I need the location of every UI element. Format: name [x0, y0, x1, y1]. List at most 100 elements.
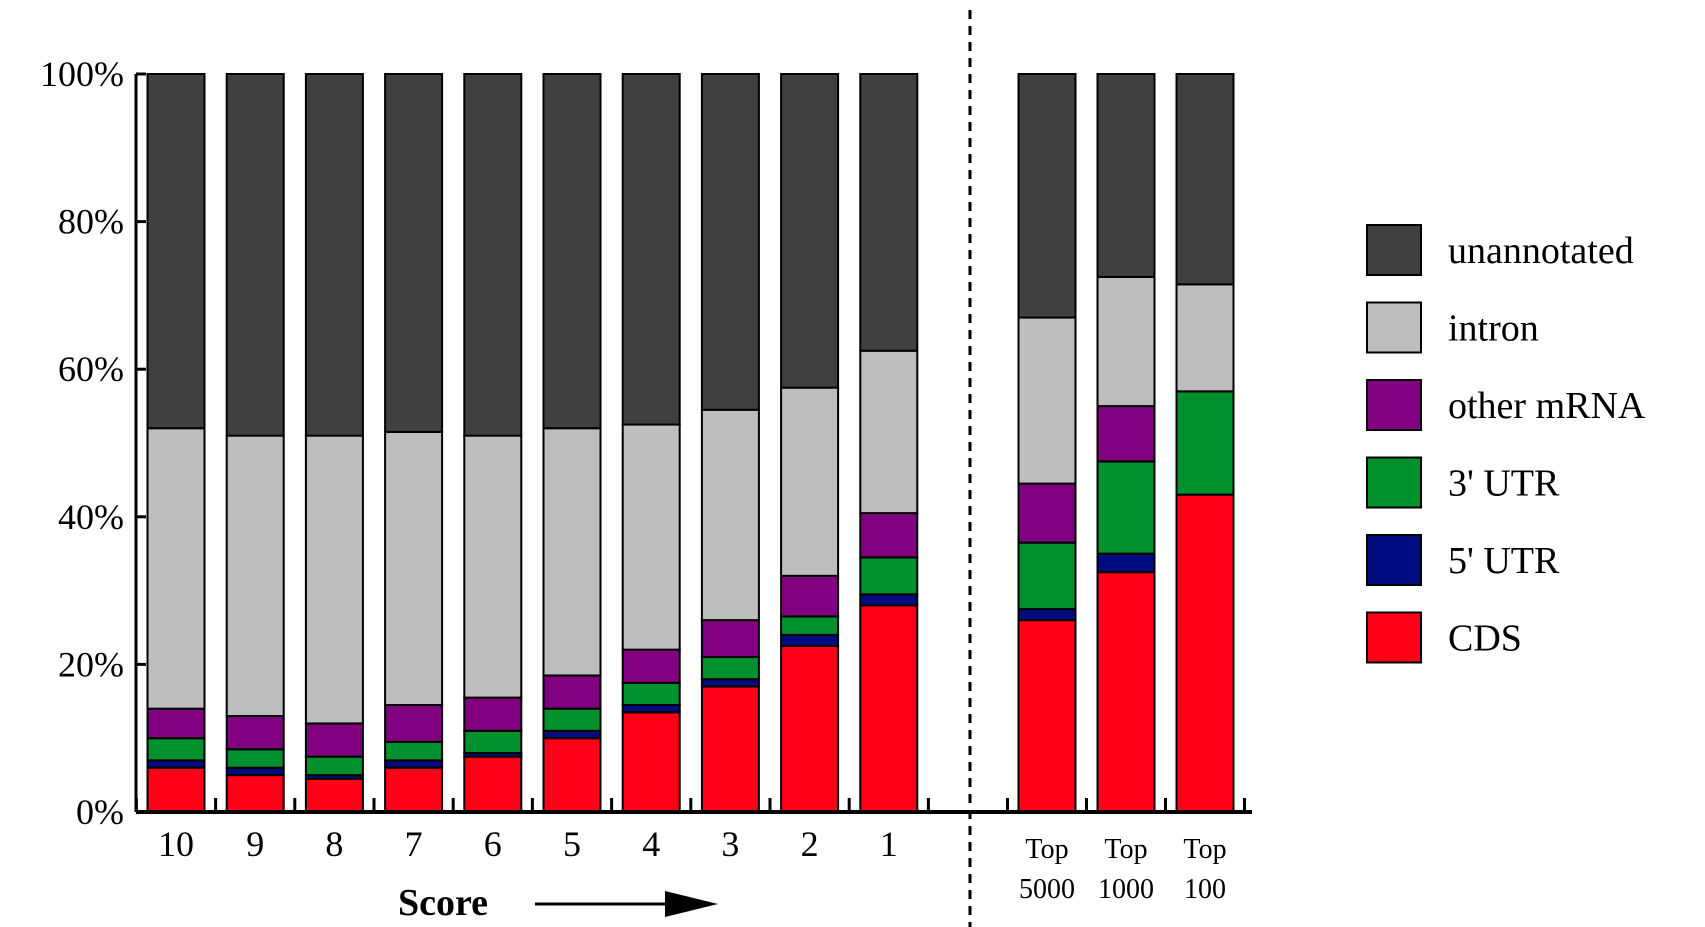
y-tick-label: 0% [76, 792, 124, 832]
bar-segment-unannotated [700, 73, 760, 411]
bar-segment-5-utr [1017, 608, 1077, 622]
bar-segment-3-utr [780, 615, 840, 636]
x-tick-label: 6 [484, 824, 502, 864]
x-tick-label: 2 [801, 824, 819, 864]
legend-label: intron [1448, 308, 1539, 350]
legend-item: 3' UTR [1366, 456, 1560, 509]
bar-segment-intron [463, 434, 523, 699]
bar-segment-cds [1096, 571, 1156, 814]
bar-segment-5-utr [780, 633, 840, 647]
bar-segment-3-utr [700, 656, 760, 681]
bar-segment-cds [780, 644, 840, 814]
bar-segment-5-utr [700, 678, 760, 688]
bar-6 [463, 73, 523, 814]
legend-swatch [1366, 534, 1422, 586]
bar-segment-other-mrna [1096, 405, 1156, 463]
bar-segment-3-utr [1175, 390, 1235, 496]
bar-segment-unannotated [859, 73, 919, 352]
bar-segment-intron [146, 427, 206, 710]
bar-segment-intron [1175, 283, 1235, 393]
bar-segment-other-mrna [1017, 482, 1077, 544]
x-tick-label: 8 [325, 824, 343, 864]
bar-segment-cds [304, 777, 364, 813]
y-tick-label: 100% [40, 54, 124, 94]
legend: unannotated intron other mRNA 3' UTR 5' UTR C… [1366, 224, 1646, 664]
bar-segment-intron [1017, 316, 1077, 485]
bar-segment-intron [384, 430, 444, 706]
x-tick-label: 4 [642, 824, 660, 864]
legend-label: unannotated [1448, 230, 1634, 272]
bar-segment-cds [859, 604, 919, 813]
bar-segment-other-mrna [859, 512, 919, 559]
bar-segment-3-utr [463, 729, 523, 754]
bar-segment-intron [859, 349, 919, 515]
bar-9 [225, 73, 285, 813]
legend-swatch [1366, 456, 1422, 509]
bar-segment-other-mrna [225, 715, 285, 751]
bars [146, 73, 1235, 814]
x-tick-label: 1 [880, 824, 898, 864]
bar-segment-other-mrna [780, 574, 840, 618]
bar-segment-unannotated [1175, 73, 1235, 286]
bar-segment-intron [621, 423, 681, 651]
y-tick-label: 20% [58, 644, 124, 684]
bar-segment-3-utr [1096, 460, 1156, 555]
bar-segment-5-utr [225, 766, 285, 777]
bar-segment-cds [700, 685, 760, 813]
bar-segment-intron [780, 386, 840, 577]
bar-segment-5-utr [859, 593, 919, 607]
bar-segment-intron [542, 427, 602, 677]
bar-segment-cds [146, 766, 206, 813]
bar-2 [780, 73, 840, 814]
bar-7 [384, 73, 444, 813]
legend-swatch [1366, 224, 1422, 276]
bar-segment-intron [304, 434, 364, 725]
x-tick-label: Top [1104, 834, 1147, 865]
legend-label: 3' UTR [1448, 463, 1560, 505]
bar-segment-other-mrna [304, 722, 364, 758]
y-tick-label: 80% [58, 202, 124, 242]
bar-segment-unannotated [542, 73, 602, 430]
y-axis: 0% 20% 40% 60% 80% 100% [40, 54, 146, 832]
bar-3 [700, 73, 760, 813]
legend-item: other mRNA [1366, 379, 1646, 431]
x-tick-label: 1000 [1098, 874, 1154, 905]
bar-segment-intron [225, 434, 285, 718]
bar-segment-unannotated [146, 73, 206, 430]
bar-segment-unannotated [1096, 73, 1156, 278]
bar-top-1000 [1096, 73, 1156, 814]
bar-segment-intron [1096, 275, 1156, 408]
bar-segment-other-mrna [463, 696, 523, 732]
bar-segment-cds [225, 774, 285, 813]
bar-segment-unannotated [1017, 73, 1077, 319]
legend-label: CDS [1448, 618, 1522, 660]
bar-segment-other-mrna [700, 619, 760, 659]
bar-segment-cds [1175, 493, 1235, 813]
x-tick-label: 7 [405, 824, 423, 864]
legend-swatch [1366, 301, 1422, 354]
bar-4 [621, 73, 681, 813]
bar-segment-3-utr [621, 681, 681, 706]
bar-segment-3-utr [859, 556, 919, 596]
x-axis: 10 9 8 7 6 5 4 3 2 1 Top 5000 Top 1000 Top 100 [134, 798, 1252, 905]
x-tick-label: 5 [563, 824, 581, 864]
bar-1 [859, 73, 919, 813]
x-tick-label: Top [1183, 834, 1226, 865]
bar-10 [146, 73, 206, 813]
bar-segment-3-utr [542, 707, 602, 732]
bar-segment-unannotated [384, 73, 444, 433]
x-tick-label: 3 [721, 824, 739, 864]
bar-segment-unannotated [780, 73, 840, 389]
bar-segment-3-utr [225, 748, 285, 769]
bar-segment-cds [542, 737, 602, 814]
bar-segment-cds [463, 755, 523, 814]
bar-segment-unannotated [463, 73, 523, 437]
bar-segment-5-utr [621, 703, 681, 714]
x-axis-title: Score [398, 882, 488, 924]
bar-segment-unannotated [304, 73, 364, 437]
y-tick-label: 60% [58, 349, 124, 389]
legend-item: 5' UTR [1366, 534, 1560, 586]
bar-segment-cds [1017, 619, 1077, 813]
y-tick-label: 40% [58, 497, 124, 537]
